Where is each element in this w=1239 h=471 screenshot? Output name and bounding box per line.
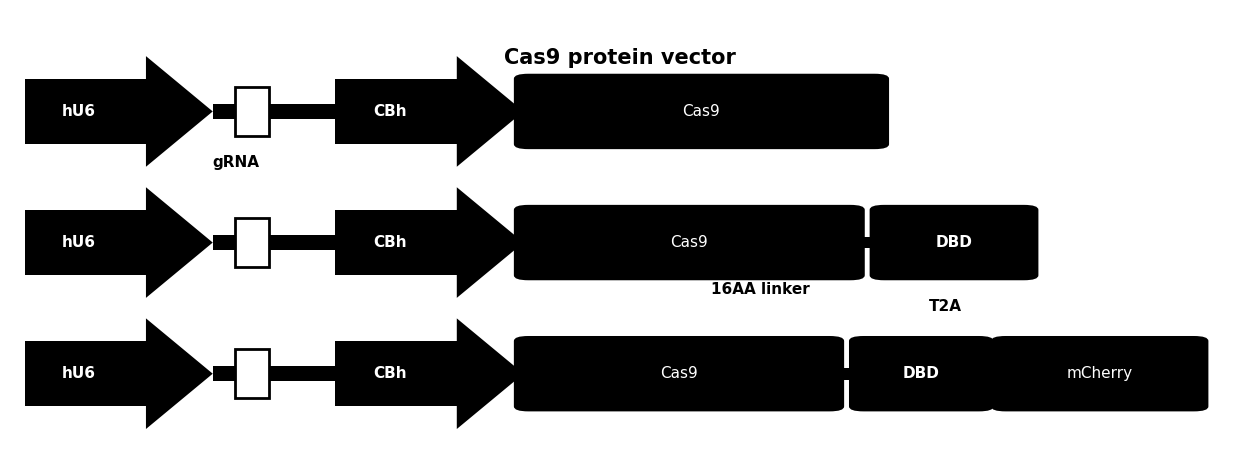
Bar: [25, 341, 146, 406]
Text: Cas9: Cas9: [660, 366, 698, 381]
Bar: [850, 236, 885, 249]
Bar: [850, 228, 857, 257]
Text: hU6: hU6: [62, 104, 97, 119]
Bar: [234, 218, 269, 267]
Polygon shape: [457, 187, 524, 298]
Bar: [336, 210, 457, 276]
Polygon shape: [146, 187, 213, 298]
Bar: [877, 228, 885, 257]
Text: mCherry: mCherry: [1067, 366, 1132, 381]
Bar: [25, 79, 146, 144]
Bar: [213, 236, 234, 250]
Bar: [979, 368, 1006, 380]
Bar: [25, 210, 146, 276]
FancyBboxPatch shape: [514, 336, 844, 411]
Text: Cas9: Cas9: [683, 104, 720, 119]
Bar: [999, 359, 1006, 389]
Bar: [213, 366, 234, 381]
Bar: [269, 366, 336, 381]
Polygon shape: [457, 318, 524, 429]
FancyBboxPatch shape: [514, 205, 865, 280]
Polygon shape: [146, 318, 213, 429]
Text: 16AA linker: 16AA linker: [710, 282, 809, 297]
Bar: [269, 104, 336, 119]
Bar: [213, 104, 234, 119]
Bar: [830, 359, 836, 389]
FancyBboxPatch shape: [991, 336, 1208, 411]
Polygon shape: [457, 56, 524, 167]
Text: hU6: hU6: [62, 366, 97, 381]
Bar: [336, 341, 457, 406]
Text: Cas9: Cas9: [670, 235, 709, 250]
Text: CBh: CBh: [373, 104, 406, 119]
FancyBboxPatch shape: [514, 74, 890, 149]
Bar: [234, 349, 269, 398]
Bar: [269, 236, 336, 250]
FancyBboxPatch shape: [849, 336, 994, 411]
Text: CBh: CBh: [373, 366, 406, 381]
Bar: [830, 368, 864, 380]
Polygon shape: [146, 56, 213, 167]
Text: Cas9 protein vector: Cas9 protein vector: [503, 48, 736, 68]
FancyBboxPatch shape: [870, 205, 1038, 280]
Text: DBD: DBD: [935, 235, 973, 250]
Bar: [979, 359, 986, 389]
Text: CBh: CBh: [373, 235, 406, 250]
Bar: [234, 87, 269, 136]
Text: DBD: DBD: [903, 366, 939, 381]
Text: hU6: hU6: [62, 235, 97, 250]
Text: gRNA: gRNA: [213, 155, 260, 170]
Bar: [856, 359, 864, 389]
Text: T2A: T2A: [929, 299, 963, 314]
Bar: [336, 79, 457, 144]
